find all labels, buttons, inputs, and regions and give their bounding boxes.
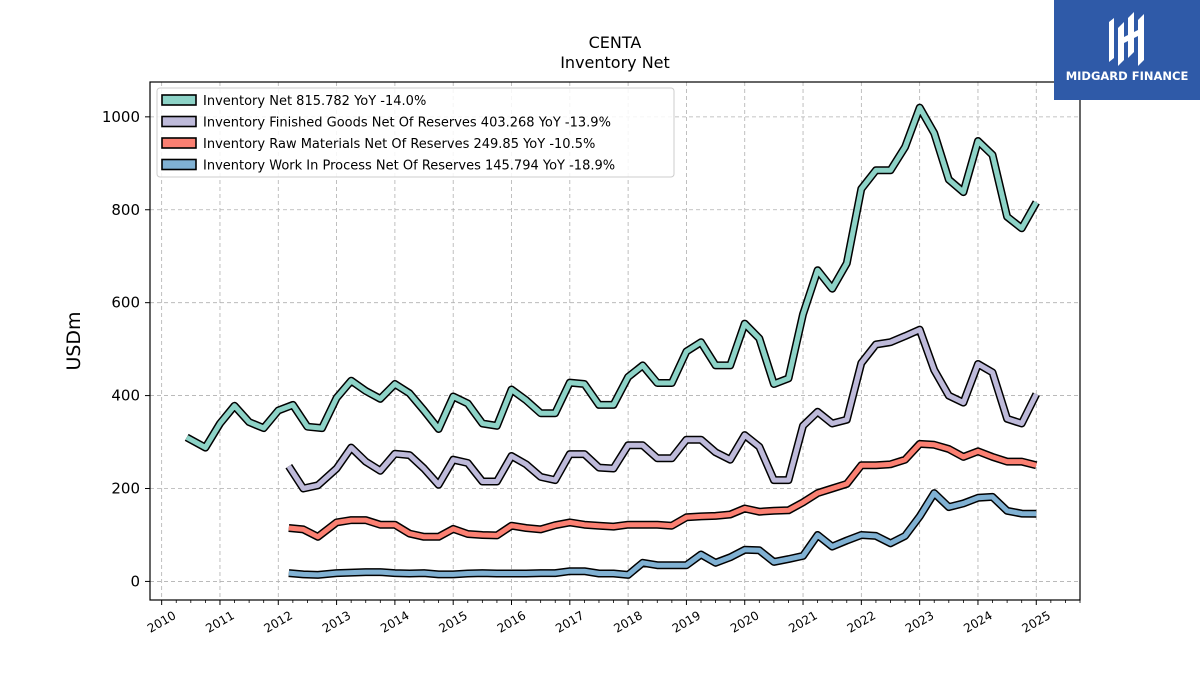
y-axis-label: USDm — [63, 311, 85, 370]
logo-text: MIDGARD FINANCE — [1065, 69, 1189, 83]
plot-frame — [149, 81, 1081, 601]
chart-title: CENTA — [589, 33, 642, 52]
series-line-0 — [185, 105, 1039, 451]
x-tick-label: 2019 — [670, 608, 703, 635]
legend-label: Inventory Work In Process Net Of Reserve… — [203, 159, 615, 174]
x-tick-label: 2010 — [145, 608, 178, 635]
x-tick-label: 2022 — [845, 608, 878, 635]
legend-swatch — [161, 137, 197, 149]
legend-label: Inventory Raw Materials Net Of Reserves … — [203, 137, 595, 152]
x-tick-label: 2016 — [495, 608, 528, 635]
x-tick-label: 2024 — [961, 608, 994, 635]
midgard-finance-logo: MIDGARD FINANCE — [1054, 0, 1200, 100]
y-tick-label: 600 — [111, 294, 140, 312]
series-lines — [184, 103, 1040, 579]
legend: Inventory Net 815.782 YoY -14.0% Inventor… — [156, 87, 675, 178]
x-tick-label: 2013 — [320, 608, 353, 635]
legend-box — [156, 87, 675, 178]
legend-label: Inventory Net 815.782 YoY -14.0% — [203, 94, 426, 109]
x-tick-label: 2018 — [611, 608, 644, 635]
series-line-3 — [288, 490, 1037, 578]
y-tick-label: 400 — [111, 387, 140, 405]
y-tick-label: 0 — [130, 572, 140, 590]
x-tick-label: 2017 — [553, 608, 586, 635]
chart-subtitle: Inventory Net — [560, 53, 670, 72]
x-tick-label: 2023 — [903, 608, 936, 635]
x-tick-label: 2020 — [728, 608, 761, 635]
series-line-2 — [288, 441, 1037, 540]
x-tick-label: 2025 — [1020, 608, 1053, 635]
legend-swatch — [161, 94, 197, 106]
x-tick-label: 2012 — [262, 608, 295, 635]
y-tick-label: 800 — [111, 201, 140, 219]
logo-mark-icon — [1109, 12, 1144, 66]
x-tick-label: 2015 — [436, 608, 469, 635]
legend-label: Inventory Finished Goods Net Of Reserves… — [203, 116, 611, 131]
legend-swatch — [161, 115, 197, 128]
legend-swatch — [161, 158, 197, 171]
series-line-outline-1 — [285, 325, 1040, 493]
x-tick-label: 2021 — [786, 608, 819, 635]
y-tick-label: 1000 — [102, 108, 140, 126]
series-line-1 — [286, 327, 1039, 491]
y-axis: 0 200 400 600 800 1000 — [102, 108, 150, 590]
y-tick-label: 200 — [111, 480, 140, 498]
x-tick-label: 2011 — [203, 608, 236, 635]
x-axis: 2010 2011 2012 2013 2014 2015 2016 2017 2018 2019… — [145, 600, 1081, 636]
x-tick-label: 2014 — [378, 608, 411, 635]
